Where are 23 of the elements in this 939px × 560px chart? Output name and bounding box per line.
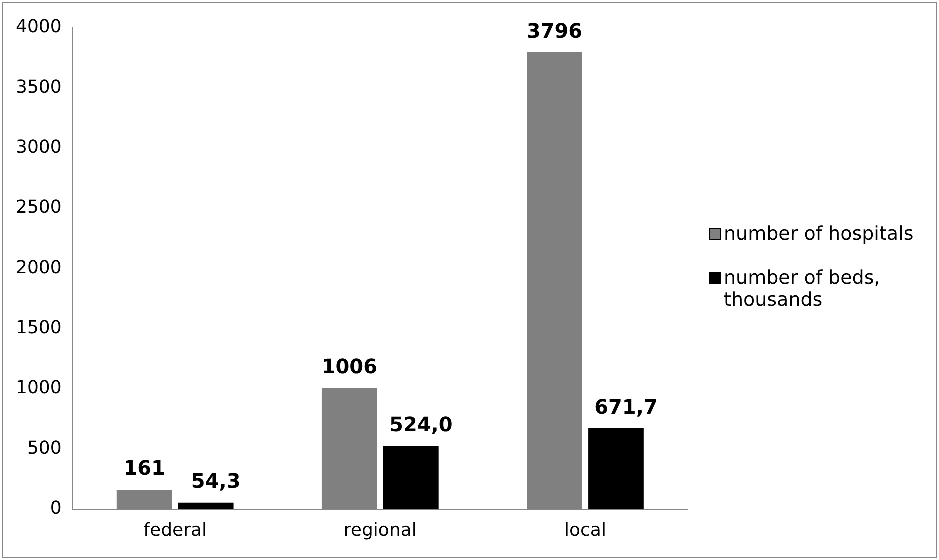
y-tick-label: 4000 bbox=[16, 16, 62, 38]
legend-label: number of hospitals bbox=[724, 223, 914, 245]
bar bbox=[588, 428, 644, 510]
data-label: 1006 bbox=[322, 354, 378, 379]
data-label: 524,0 bbox=[390, 412, 453, 437]
data-label: 3796 bbox=[526, 18, 583, 43]
legend-label: number of beds, thousands bbox=[724, 267, 882, 311]
y-tick-label: 0 bbox=[50, 498, 62, 520]
data-label: 161 bbox=[124, 456, 166, 480]
data-label: 54,3 bbox=[191, 469, 241, 494]
y-tick-label: 3500 bbox=[16, 76, 62, 98]
y-tick-label: 500 bbox=[27, 438, 62, 459]
data-label: 671,7 bbox=[594, 394, 658, 419]
y-tick-label: 1500 bbox=[16, 318, 62, 339]
y-tick-label: 2500 bbox=[16, 197, 62, 218]
x-tick-label: local bbox=[564, 520, 606, 541]
bar bbox=[178, 502, 234, 510]
y-tick-label: 2000 bbox=[16, 257, 62, 278]
y-tick-label: 1000 bbox=[16, 378, 62, 399]
bar bbox=[383, 446, 439, 510]
y-tick-label: 3000 bbox=[16, 137, 62, 158]
x-tick-label: federal bbox=[144, 520, 208, 541]
x-tick-label: regional bbox=[344, 520, 417, 541]
